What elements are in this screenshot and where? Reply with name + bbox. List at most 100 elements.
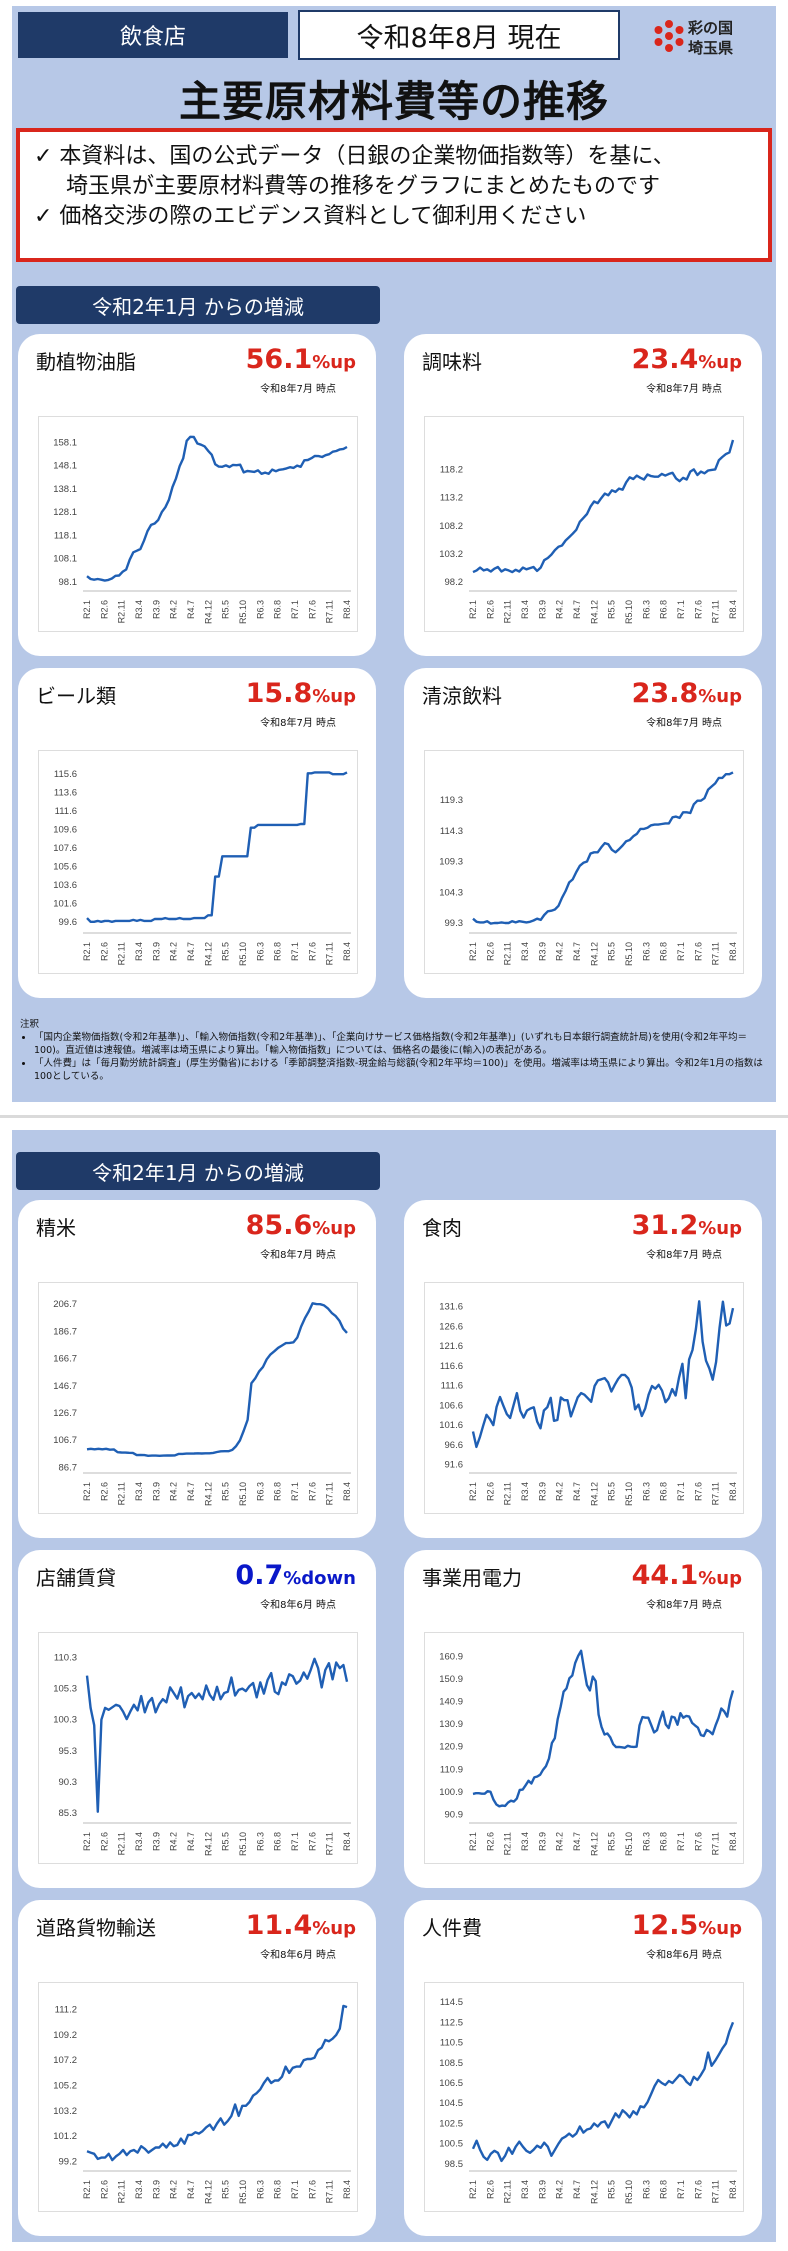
x-tick-label: R3.4 xyxy=(134,1482,144,1501)
y-tick-label: 99.6 xyxy=(59,917,78,928)
y-tick-label: 100.3 xyxy=(53,1715,77,1726)
x-tick-label: R6.8 xyxy=(273,1482,283,1501)
card-seasoning: 調味料 23.4%up 令和8年7月 時点 98.2 103.2 108.2 113.2 11… xyxy=(404,334,762,656)
chart-frame: 86.7 106.7 126.7 146.7 166.7 186.7 206.7 R2.1 R2… xyxy=(38,1282,358,1514)
y-tick-label: 100.9 xyxy=(439,1787,463,1798)
x-tick-label: R7.1 xyxy=(290,1482,300,1501)
x-tick-label: R3.4 xyxy=(520,2180,530,2199)
y-tick-label: 102.5 xyxy=(439,2118,463,2129)
x-tick-label: R5.10 xyxy=(624,600,634,624)
card-value-unit: %up xyxy=(698,686,742,707)
x-tick-label: R7.1 xyxy=(290,600,300,619)
x-tick-label: R3.4 xyxy=(134,942,144,961)
x-tick-label: R2.11 xyxy=(117,1482,127,1505)
logo-text-2: 埼玉県 xyxy=(688,39,734,57)
card-name: 事業用電力 xyxy=(422,1566,522,1590)
x-tick-label: R8.4 xyxy=(342,600,352,619)
x-tick-label: R6.3 xyxy=(641,942,651,961)
y-tick-label: 108.2 xyxy=(439,521,463,532)
x-tick-label: R5.10 xyxy=(238,942,248,966)
y-tick-label: 106.5 xyxy=(439,2078,463,2089)
category-label: 飲食店 xyxy=(18,12,288,58)
x-tick-label: R7.1 xyxy=(290,942,300,961)
notes-heading: 注釈 xyxy=(20,1019,40,1030)
card-freight: 道路貨物輸送 11.4%up 令和8年6月 時点 99.2 101.2 103.2 105.… xyxy=(18,1900,376,2236)
y-tick-label: 104.5 xyxy=(439,2098,463,2109)
card-as-of: 令和8年7月 時点 xyxy=(646,384,722,395)
x-tick-label: R2.11 xyxy=(117,942,127,965)
x-tick-label: R6.8 xyxy=(659,1482,669,1501)
y-tick-label: 101.2 xyxy=(53,2131,77,2142)
x-tick-label: R4.2 xyxy=(555,1832,565,1851)
card-as-of: 令和8年7月 時点 xyxy=(646,1250,722,1261)
x-tick-label: R5.5 xyxy=(607,1482,617,1501)
y-tick-label: 110.5 xyxy=(440,2038,463,2049)
x-tick-label: R7.6 xyxy=(693,1482,703,1501)
x-tick-label: R7.6 xyxy=(693,2180,703,2199)
y-tick-label: 103.2 xyxy=(439,549,463,560)
y-tick-label: 105.3 xyxy=(53,1684,77,1695)
x-tick-label: R3.9 xyxy=(537,600,547,619)
x-tick-label: R3.4 xyxy=(520,1482,530,1501)
x-tick-label: R7.11 xyxy=(325,942,335,965)
x-tick-label: R3.4 xyxy=(520,1832,530,1851)
chart-frame: 98.2 103.2 108.2 113.2 118.2 R2.1 R2.6 R2.11 R3.… xyxy=(424,416,744,632)
y-tick-label: 114.5 xyxy=(440,1997,463,2008)
x-tick-label: R8.4 xyxy=(728,600,738,619)
x-tick-label: R3.9 xyxy=(537,2180,547,2199)
page-separator xyxy=(0,1104,788,1128)
x-tick-label: R2.1 xyxy=(468,942,478,961)
card-value: 23.8%up xyxy=(632,678,742,709)
x-tick-label: R6.8 xyxy=(273,600,283,619)
x-tick-label: R4.12 xyxy=(203,1832,213,1856)
y-tick-label: 109.3 xyxy=(439,857,463,868)
logo-emblem-icon xyxy=(654,20,684,52)
x-tick-label: R2.6 xyxy=(99,2180,109,2199)
x-tick-label: R7.1 xyxy=(676,2180,686,2199)
y-tick-label: 131.6 xyxy=(439,1301,463,1312)
y-tick-label: 100.5 xyxy=(439,2139,463,2150)
y-tick-label: 103.2 xyxy=(53,2106,77,2117)
y-tick-label: 106.7 xyxy=(53,1435,77,1446)
series-line xyxy=(86,771,348,924)
x-tick-label: R6.3 xyxy=(255,600,265,619)
x-tick-label: R4.12 xyxy=(203,2180,213,2204)
card-value: 11.4%up xyxy=(246,1910,356,1941)
x-tick-label: R4.7 xyxy=(572,600,582,619)
x-tick-label: R7.11 xyxy=(711,942,721,965)
x-tick-label: R2.11 xyxy=(503,600,513,623)
x-tick-label: R6.3 xyxy=(641,600,651,619)
y-tick-label: 111.2 xyxy=(55,2005,77,2016)
series-line xyxy=(86,435,348,582)
line-chart: 91.6 96.6 101.6 106.6 111.6 116.6 121.6 126.6 13… xyxy=(439,1300,738,1506)
x-tick-label: R3.4 xyxy=(134,600,144,619)
x-tick-label: R2.6 xyxy=(485,600,495,619)
y-tick-label: 119.3 xyxy=(440,795,463,806)
x-tick-label: R3.9 xyxy=(537,1482,547,1501)
y-tick-label: 101.6 xyxy=(53,898,77,909)
x-tick-label: R5.5 xyxy=(607,2180,617,2199)
y-tick-label: 85.3 xyxy=(59,1808,78,1819)
y-tick-label: 146.7 xyxy=(53,1381,77,1392)
y-tick-label: 130.9 xyxy=(439,1719,463,1730)
card-name: 道路貨物輸送 xyxy=(36,1916,156,1940)
card-value-unit: %up xyxy=(698,1568,742,1589)
x-tick-label: R6.3 xyxy=(641,2180,651,2199)
x-tick-label: R6.8 xyxy=(659,2180,669,2199)
x-tick-label: R2.1 xyxy=(468,1832,478,1851)
card-name: 店舗賃貸 xyxy=(36,1566,116,1590)
card-labor: 人件費 12.5%up 令和8年6月 時点 98.5 100.5 102.5 104.5 10… xyxy=(404,1900,762,2236)
card-as-of: 令和8年6月 時点 xyxy=(646,1950,722,1961)
y-tick-label: 158.1 xyxy=(53,437,77,448)
series-line xyxy=(471,1300,735,1449)
x-tick-label: R2.6 xyxy=(485,1832,495,1851)
x-tick-label: R4.7 xyxy=(186,1482,196,1501)
x-tick-label: R7.6 xyxy=(693,942,703,961)
y-tick-label: 186.7 xyxy=(53,1326,77,1337)
y-tick-label: 128.1 xyxy=(53,507,77,518)
line-chart: 98.5 100.5 102.5 104.5 106.5 108.5 110.5 112.5 1… xyxy=(439,1997,738,2204)
card-value-number: 23.8 xyxy=(631,678,699,709)
x-tick-label: R6.3 xyxy=(641,1832,651,1851)
y-tick-label: 107.6 xyxy=(53,843,77,854)
card-as-of: 令和8年6月 時点 xyxy=(260,1950,336,1961)
